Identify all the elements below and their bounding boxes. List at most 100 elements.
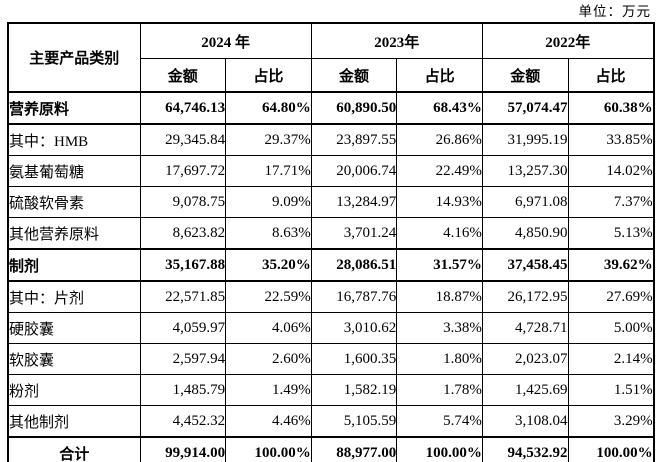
- amount-cell: 4,059.97: [139, 312, 227, 344]
- amount-cell: 9,078.75: [139, 186, 227, 218]
- amount-cell: 5,105.59: [310, 405, 398, 438]
- amount-cell: 2,597.94: [139, 343, 227, 375]
- table-row: 软胶囊 2,597.94 2.60% 1,600.35 1.80% 2,023.07 2.1…: [7, 343, 655, 375]
- ratio-cell: 5.00%: [567, 312, 655, 344]
- ratio-cell: 9.09%: [225, 186, 312, 218]
- category-cell: 制剂: [7, 248, 141, 282]
- table-body: 营养原料 64,746.13 64.80% 60,890.50 68.43% 57,074…: [7, 91, 655, 462]
- amount-cell: 2,023.07: [481, 343, 569, 375]
- table-header: 主要产品类别 2024 年 2023年 2022年 金额 占比 金额 占比 金额…: [7, 22, 655, 93]
- table-row: 硬胶囊 4,059.97 4.06% 3,010.62 3.38% 4,728.71 5.0…: [7, 312, 655, 344]
- amount-cell: 60,890.50: [310, 91, 398, 125]
- table-row: 制剂 35,167.88 35.20% 28,086.51 31.57% 37,458.4…: [7, 248, 655, 282]
- table-row: 其他营养原料 8,623.82 8.63% 3,701.24 4.16% 4,850.90…: [7, 217, 655, 250]
- amount-cell: 57,074.47: [481, 91, 569, 125]
- ratio-cell: 22.49%: [396, 155, 483, 187]
- ratio-cell: 4.06%: [225, 312, 312, 344]
- ratio-cell: 27.69%: [567, 280, 655, 313]
- category-cell: 合计: [7, 436, 141, 462]
- category-cell: 其他营养原料: [7, 217, 141, 250]
- category-cell: 硬胶囊: [7, 312, 141, 344]
- amount-cell: 1,425.69: [481, 374, 569, 406]
- amount-cell: 88,977.00: [310, 436, 398, 462]
- category-cell: 其他制剂: [7, 405, 141, 438]
- amount-cell: 1,600.35: [310, 343, 398, 375]
- table-row: 粉剂 1,485.79 1.49% 1,582.19 1.78% 1,425.69 1.51…: [7, 374, 655, 406]
- amount-cell: 31,995.19: [481, 123, 569, 156]
- ratio-cell: 33.85%: [567, 123, 655, 156]
- amount-cell: 6,971.08: [481, 186, 569, 218]
- ratio-cell: 2.60%: [225, 343, 312, 375]
- ratio-cell: 4.46%: [225, 405, 312, 438]
- amount-cell: 13,284.97: [310, 186, 398, 218]
- amount-cell: 35,167.88: [139, 248, 227, 282]
- amount-cell: 1,485.79: [139, 374, 227, 406]
- amount-cell: 99,914.00: [139, 436, 227, 462]
- amount-cell: 17,697.72: [139, 155, 227, 187]
- amount-cell: 22,571.85: [139, 280, 227, 313]
- ratio-cell: 100.00%: [567, 436, 655, 462]
- amount-cell: 94,532.92: [481, 436, 569, 462]
- table-row: 营养原料 64,746.13 64.80% 60,890.50 68.43% 57,074…: [7, 91, 655, 125]
- ratio-cell: 3.29%: [567, 405, 655, 438]
- ratio-cell: 3.38%: [396, 312, 483, 344]
- ratio-cell: 100.00%: [225, 436, 312, 462]
- ratio-cell: 22.59%: [225, 280, 312, 313]
- ratio-header-2022: 占比: [567, 58, 655, 93]
- product-revenue-table: 主要产品类别 2024 年 2023年 2022年 金额 占比 金额 占比 金额…: [7, 22, 655, 462]
- category-cell: 其中：HMB: [7, 123, 141, 156]
- amount-cell: 16,787.76: [310, 280, 398, 313]
- ratio-cell: 68.43%: [396, 91, 483, 125]
- year-header-2023: 2023年: [310, 22, 483, 59]
- ratio-cell: 64.80%: [225, 91, 312, 125]
- category-cell: 营养原料: [7, 91, 141, 125]
- category-cell: 其中：片剂: [7, 280, 141, 313]
- year-header-2024: 2024 年: [139, 22, 312, 59]
- ratio-cell: 35.20%: [225, 248, 312, 282]
- amount-cell: 4,850.90: [481, 217, 569, 250]
- unit-label: 单位：万元: [578, 4, 651, 19]
- category-cell: 粉剂: [7, 374, 141, 406]
- ratio-cell: 26.86%: [396, 123, 483, 156]
- amount-cell: 20,006.74: [310, 155, 398, 187]
- table-row: 其中：片剂 22,571.85 22.59% 16,787.76 18.87% 26,17…: [7, 280, 655, 313]
- amount-header-2022: 金额: [481, 58, 569, 93]
- ratio-cell: 14.02%: [567, 155, 655, 187]
- amount-cell: 37,458.45: [481, 248, 569, 282]
- ratio-cell: 100.00%: [396, 436, 483, 462]
- table-row: 合计 99,914.00 100.00% 88,977.00 100.00% 94,532…: [7, 436, 655, 462]
- amount-cell: 3,108.04: [481, 405, 569, 438]
- amount-cell: 3,010.62: [310, 312, 398, 344]
- ratio-cell: 39.62%: [567, 248, 655, 282]
- year-header-row: 主要产品类别 2024 年 2023年 2022年: [7, 22, 655, 93]
- amount-cell: 4,452.32: [139, 405, 227, 438]
- amount-cell: 64,746.13: [139, 91, 227, 125]
- ratio-cell: 1.49%: [225, 374, 312, 406]
- ratio-header-2024: 占比: [225, 58, 312, 93]
- ratio-header-2023: 占比: [396, 58, 483, 93]
- ratio-cell: 14.93%: [396, 186, 483, 218]
- ratio-cell: 1.51%: [567, 374, 655, 406]
- amount-header-2023: 金额: [310, 58, 398, 93]
- table-row: 硫酸软骨素 9,078.75 9.09% 13,284.97 14.93% 6,971.0…: [7, 186, 655, 218]
- ratio-cell: 4.16%: [396, 217, 483, 250]
- ratio-cell: 1.78%: [396, 374, 483, 406]
- category-cell: 硫酸软骨素: [7, 186, 141, 218]
- category-cell: 氨基葡萄糖: [7, 155, 141, 187]
- amount-cell: 29,345.84: [139, 123, 227, 156]
- ratio-cell: 31.57%: [396, 248, 483, 282]
- ratio-cell: 17.71%: [225, 155, 312, 187]
- amount-cell: 26,172.95: [481, 280, 569, 313]
- category-header-cell: 主要产品类别: [7, 22, 141, 93]
- year-header-2022: 2022年: [481, 22, 655, 59]
- amount-cell: 4,728.71: [481, 312, 569, 344]
- table-row: 其中：HMB 29,345.84 29.37% 23,897.55 26.86% 31,9…: [7, 123, 655, 156]
- table-row: 其他制剂 4,452.32 4.46% 5,105.59 5.74% 3,108.04 3.…: [7, 405, 655, 438]
- metric-header-row: 金额 占比 金额 占比 金额 占比: [8, 58, 655, 93]
- ratio-cell: 5.74%: [396, 405, 483, 438]
- ratio-cell: 2.14%: [567, 343, 655, 375]
- ratio-cell: 7.37%: [567, 186, 655, 218]
- amount-cell: 1,582.19: [310, 374, 398, 406]
- ratio-cell: 1.80%: [396, 343, 483, 375]
